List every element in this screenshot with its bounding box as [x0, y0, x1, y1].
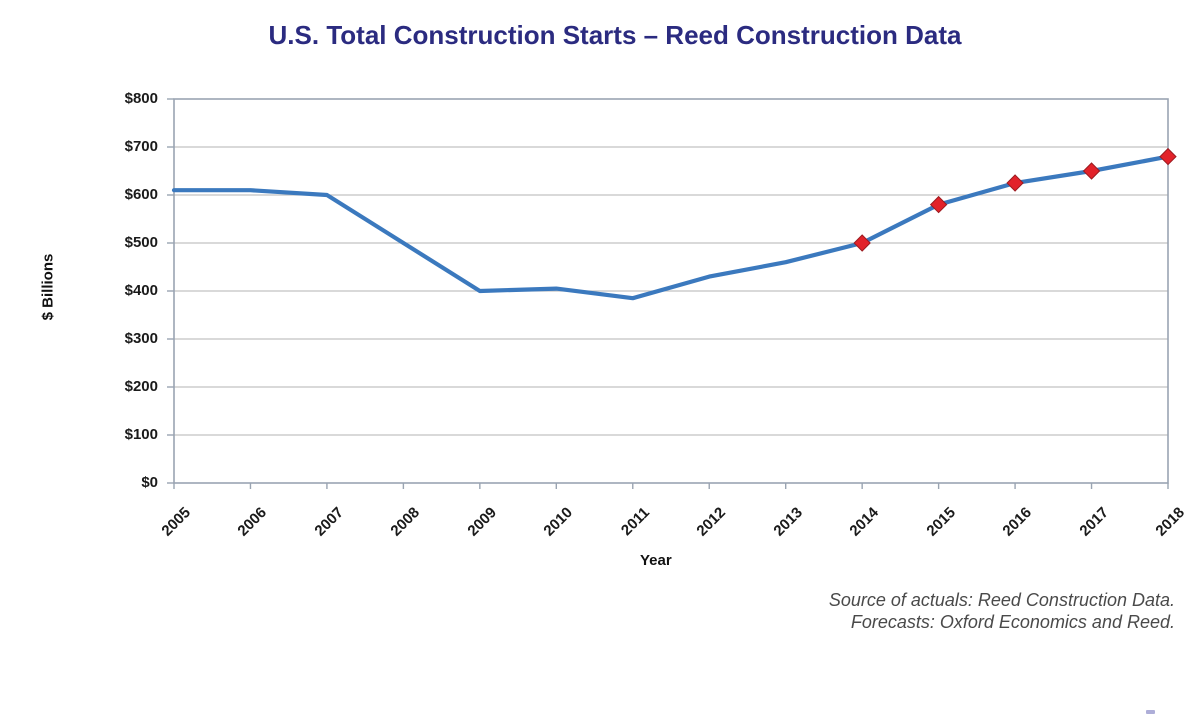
forecast-marker: [853, 234, 871, 252]
y-tick-label: $0: [141, 474, 158, 491]
y-tick-label: $400: [124, 282, 158, 299]
cropped-footer-artifact: [1146, 710, 1155, 714]
forecast-marker: [1159, 147, 1177, 166]
y-tick-label: $300: [124, 330, 158, 347]
source-note: Source of actuals: Reed Construction Dat…: [829, 589, 1175, 633]
data-line: [171, 154, 1171, 301]
y-tick-label: $700: [124, 138, 158, 155]
chart-title: U.S. Total Construction Starts – Reed Co…: [268, 20, 962, 50]
y-tick-label: $500: [124, 234, 158, 251]
x-axis-title: Year: [640, 552, 672, 569]
forecast-marker: [1082, 162, 1101, 180]
source-note-line2: Forecasts: Oxford Economics and Reed.: [850, 612, 1175, 632]
forecast-marker: [929, 195, 948, 214]
source-note-line1: Source of actuals: Reed Construction Dat…: [828, 590, 1175, 610]
y-tick-label: $800: [124, 90, 158, 107]
y-tick-label: $100: [124, 426, 158, 443]
y-tick-label: $200: [124, 378, 158, 395]
forecast-marker: [1006, 174, 1024, 192]
y-tick-label: $600: [124, 186, 158, 203]
